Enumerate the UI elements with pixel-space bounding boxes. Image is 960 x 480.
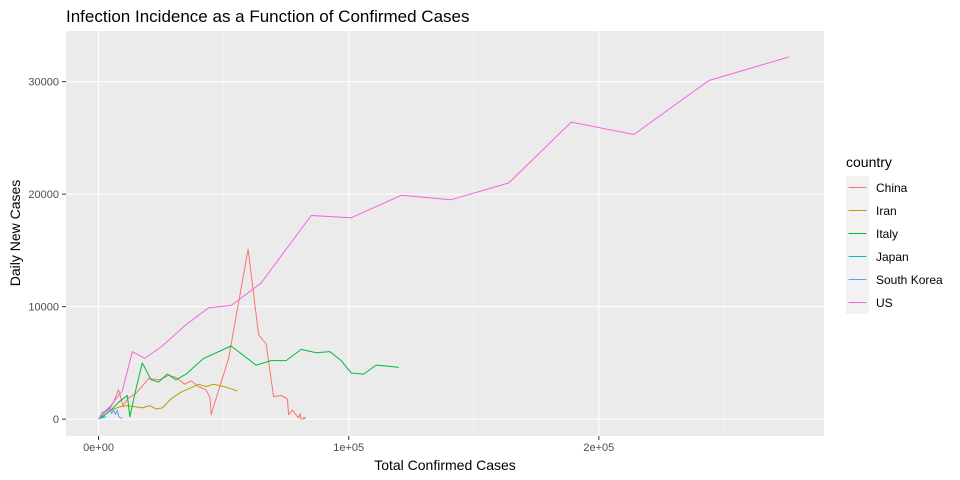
legend-item-us: US <box>846 291 893 314</box>
major-gridlines <box>66 31 824 436</box>
legend-item-china: China <box>846 176 908 199</box>
x-tick-label: 0e+00 <box>83 442 114 454</box>
series-line-us <box>98 56 790 420</box>
y-tick-label: 30000 <box>28 77 59 89</box>
series-line-iran <box>98 383 238 420</box>
legend-item-italy: Italy <box>846 222 898 245</box>
y-tick-label: 20000 <box>28 189 59 201</box>
minor-gridlines <box>66 31 824 436</box>
x-axis-title: Total Confirmed Cases <box>374 457 516 473</box>
legend-items: China Iran Italy Japan South Korea US <box>846 176 943 314</box>
legend-label: Iran <box>876 204 897 218</box>
x-axis: 0e+00 1e+05 2e+05 <box>83 436 614 454</box>
legend-label: Italy <box>876 227 898 241</box>
series-line-china <box>98 248 306 420</box>
series-lines <box>98 56 790 420</box>
x-tick-label: 1e+05 <box>333 442 364 454</box>
y-tick-label: 10000 <box>28 302 59 314</box>
series-line-south-korea <box>98 407 123 420</box>
legend: country China Iran Italy Japan South Korea US <box>846 154 943 314</box>
legend-item-iran: Iran <box>846 199 897 222</box>
legend-label: South Korea <box>876 273 943 287</box>
legend-title: country <box>846 154 892 170</box>
legend-label: Japan <box>876 250 909 264</box>
legend-label: US <box>876 296 893 310</box>
legend-label: China <box>876 181 908 195</box>
series-line-italy <box>98 345 399 420</box>
y-axis-title: Daily New Cases <box>7 180 23 287</box>
x-tick-label: 2e+05 <box>583 442 614 454</box>
chart-title: Infection Incidence as a Function of Con… <box>66 7 470 26</box>
legend-item-japan: Japan <box>846 245 909 268</box>
legend-item-south-korea: South Korea <box>846 268 943 291</box>
y-axis: 0 10000 20000 30000 <box>28 77 66 426</box>
y-tick-label: 0 <box>53 414 59 426</box>
plot-panel <box>66 31 824 436</box>
